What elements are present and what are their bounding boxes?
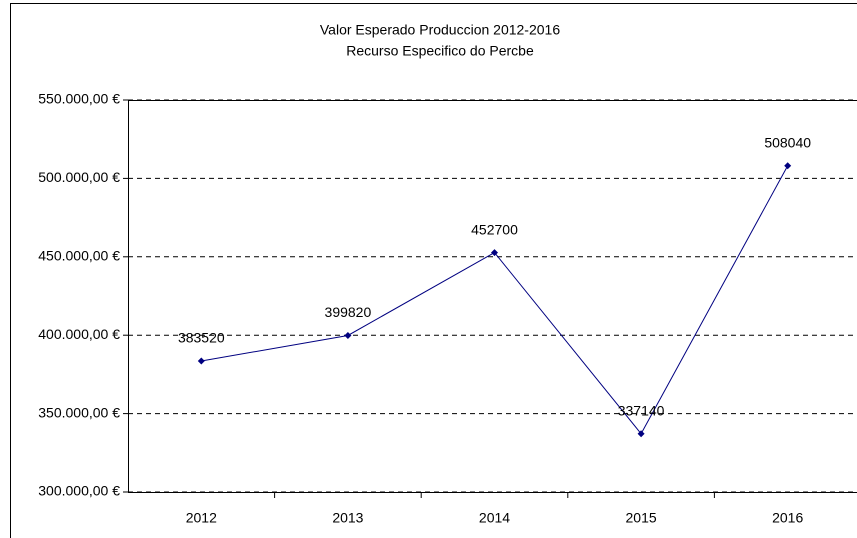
y-tick-label: 500.000,00 € <box>38 169 120 185</box>
y-tick-label: 400.000,00 € <box>38 326 120 342</box>
chart-subtitle: Recurso Especifico do Percbe <box>346 43 534 59</box>
y-tick-label: 350.000,00 € <box>38 404 120 420</box>
y-tick-label: 300.000,00 € <box>38 483 120 499</box>
chart-frame <box>10 3 857 538</box>
x-tick-label: 2014 <box>479 510 510 526</box>
data-label: 383520 <box>178 330 225 346</box>
data-label: 399820 <box>325 304 372 320</box>
y-tick-label: 450.000,00 € <box>38 248 120 264</box>
x-tick-label: 2013 <box>332 510 363 526</box>
x-tick-label: 2015 <box>626 510 657 526</box>
x-tick-label: 2012 <box>186 510 217 526</box>
data-label: 452700 <box>471 221 518 237</box>
data-point <box>637 430 645 438</box>
data-label: 337140 <box>618 402 665 418</box>
data-point <box>784 162 792 170</box>
data-point <box>491 249 498 257</box>
y-tick-label: 550.000,00 € <box>38 91 120 107</box>
x-tick-label: 2016 <box>772 510 803 526</box>
data-point <box>344 331 352 339</box>
data-label: 508040 <box>764 134 811 150</box>
chart-title: Valor Esperado Produccion 2012-2016 <box>320 22 560 38</box>
data-point <box>197 357 205 365</box>
